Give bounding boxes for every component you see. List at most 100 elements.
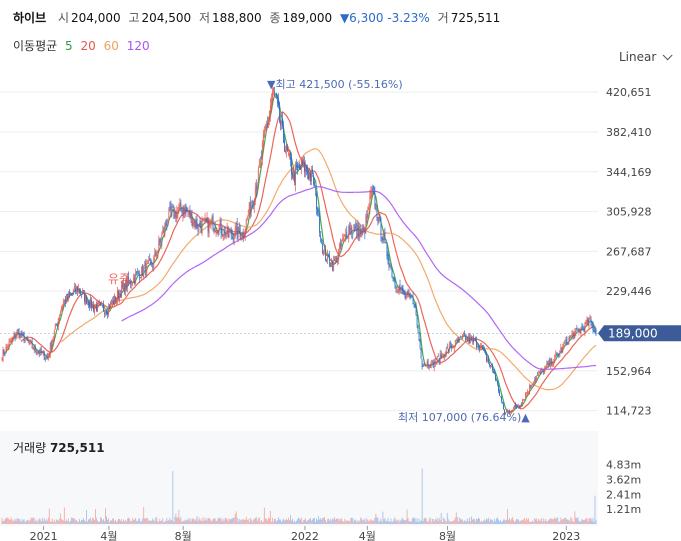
candle-body <box>422 365 424 367</box>
candle-body <box>173 208 175 219</box>
current-price-badge <box>598 325 681 342</box>
quote-line: 하이브 시 204,000 고 204,500 저 188,800 종 189,000 … <box>13 9 504 26</box>
volume-bar <box>545 519 547 524</box>
candle-body <box>78 288 80 293</box>
candle-body <box>551 359 553 366</box>
candle-body <box>165 220 167 226</box>
candle-body <box>35 351 37 353</box>
volume-bar <box>306 521 307 524</box>
volume-bar <box>13 520 15 524</box>
volume-bar <box>22 519 24 524</box>
candle-body <box>2 349 4 362</box>
volume-bar <box>314 518 315 524</box>
candle-body <box>187 213 189 215</box>
volume-bar <box>453 519 455 524</box>
change-value: ▼6,300 -3.23% <box>339 11 430 25</box>
candle-body <box>595 330 597 334</box>
volume-bar <box>409 521 411 524</box>
candle-body <box>451 346 453 347</box>
volume-bar <box>335 519 337 524</box>
volume-bar <box>567 519 569 524</box>
candle-body <box>450 344 452 349</box>
candle-body <box>223 227 225 236</box>
candle-body <box>514 405 515 408</box>
candle-body <box>582 328 584 329</box>
candle-body <box>474 338 476 340</box>
candle-body <box>205 218 207 222</box>
volume-bar <box>127 518 129 524</box>
volume-bar <box>512 517 513 524</box>
candle-body <box>296 165 297 168</box>
candle-body <box>550 358 552 367</box>
price-tick-label: 344,169 <box>606 166 652 179</box>
candle-body <box>150 262 152 264</box>
candle-body <box>448 344 450 353</box>
volume-bar <box>281 521 282 524</box>
candle-body <box>593 330 595 333</box>
volume-bar <box>134 519 136 524</box>
volume-bar <box>161 520 163 524</box>
candle-body <box>151 262 153 267</box>
volume-bar <box>133 520 135 524</box>
candle-body <box>109 305 110 310</box>
volume-bar <box>595 520 597 524</box>
candle-body <box>557 353 559 355</box>
candle-body <box>3 349 5 354</box>
volume-bar <box>207 518 209 524</box>
candle-body <box>14 334 16 338</box>
volume-bar <box>95 508 96 524</box>
volume-bar <box>496 518 497 524</box>
volume-bar <box>292 518 293 524</box>
price-tick-label: 382,410 <box>606 126 652 139</box>
volume-bar <box>93 518 94 524</box>
candle-body <box>240 237 242 239</box>
candle-body <box>464 337 466 340</box>
candle-body <box>311 171 312 182</box>
candle-body <box>16 330 18 335</box>
candle-body <box>442 354 444 356</box>
volume-bar <box>443 518 445 524</box>
candle-body <box>63 299 65 303</box>
volume-bar <box>256 520 258 524</box>
volume-bar <box>223 520 225 524</box>
candle-body <box>555 353 557 356</box>
volume-bar <box>243 519 245 524</box>
candle-body <box>28 343 30 344</box>
candle-body <box>246 217 248 221</box>
candle-body <box>495 374 496 380</box>
candle-body <box>281 120 282 124</box>
candle-body <box>559 351 561 357</box>
candle-body <box>509 411 510 413</box>
volume-bar <box>311 520 312 524</box>
volume-bar <box>39 519 41 524</box>
volume-bar <box>572 521 574 524</box>
stock-name: 하이브 <box>13 11 47 25</box>
candle-body <box>112 300 113 304</box>
scale-dropdown[interactable]: Linear <box>619 50 673 64</box>
volume-bar <box>215 521 217 524</box>
candle-body <box>520 405 522 408</box>
candle-body <box>403 292 405 294</box>
candle-body <box>424 363 426 365</box>
volume-bar <box>575 517 577 524</box>
candle-body <box>446 347 448 348</box>
volume-bar <box>327 519 329 524</box>
volume-bar <box>188 520 190 524</box>
candle-body <box>449 343 451 345</box>
candle-body <box>169 206 171 209</box>
candle-body <box>411 296 413 298</box>
moving-average-legend[interactable]: 이동평균 5 20 60 120 <box>13 37 154 54</box>
candle-body <box>563 344 565 346</box>
volume-bar <box>554 517 556 524</box>
volume-bar <box>521 520 523 524</box>
candle-body <box>532 384 534 386</box>
candle-body <box>90 298 91 308</box>
candle-body <box>382 238 384 241</box>
candle-body <box>341 243 343 250</box>
candle-body <box>204 218 206 220</box>
volume-bar <box>212 518 214 524</box>
candle-body <box>571 334 573 336</box>
candle-body <box>248 202 250 214</box>
volume-bar <box>298 517 299 524</box>
